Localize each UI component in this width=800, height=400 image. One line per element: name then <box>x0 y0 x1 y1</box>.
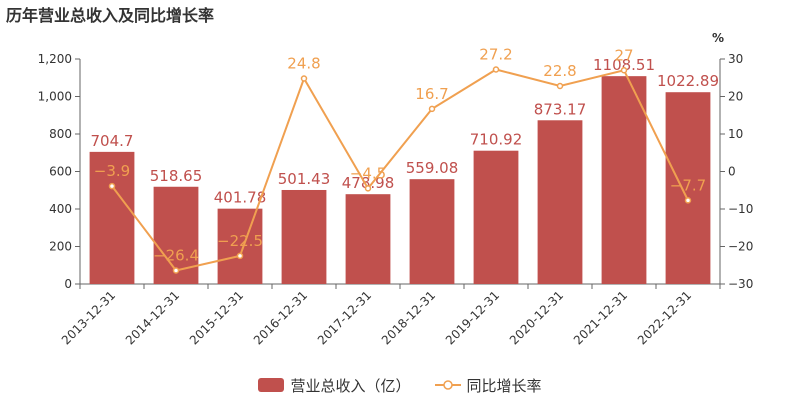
x-tick-label: 2021-12-31 <box>571 288 630 347</box>
y-right-tick-label: 10 <box>728 127 743 141</box>
growth-point <box>300 75 308 82</box>
x-tick-label: 2018-12-31 <box>379 288 438 347</box>
y-right-unit: % <box>712 31 724 45</box>
growth-value-label: −7.7 <box>670 176 706 194</box>
bar-value-label: 1108.51 <box>593 56 655 74</box>
bar-value-label: 1022.89 <box>657 72 719 90</box>
x-tick-label: 2017-12-31 <box>315 288 374 347</box>
growth-point <box>108 182 116 190</box>
growth-point <box>556 82 564 90</box>
growth-point <box>492 66 500 73</box>
bar-value-label: 873.17 <box>534 100 587 118</box>
y-right-tick-label: 20 <box>728 90 743 104</box>
bar <box>537 120 583 284</box>
y-left-tick-label: 0 <box>64 277 72 291</box>
growth-value-label: 16.7 <box>415 85 448 103</box>
growth-value-label: −22.5 <box>217 232 263 250</box>
growth-value-label: −26.4 <box>153 247 199 265</box>
bar <box>473 150 519 284</box>
bar <box>217 208 263 284</box>
growth-value-label: −4.5 <box>350 164 386 182</box>
legend: 营业总收入（亿） 同比增长率 <box>0 373 800 397</box>
growth-point <box>236 252 244 260</box>
bar-value-label: 704.7 <box>91 132 134 150</box>
legend-item-revenue[interactable]: 营业总收入（亿） <box>258 375 411 396</box>
y-left-tick-label: 800 <box>49 127 72 141</box>
bar-value-label: 518.65 <box>150 167 203 185</box>
growth-value-label: 27.2 <box>479 46 512 64</box>
x-tick-label: 2019-12-31 <box>443 288 502 347</box>
legend-label-revenue: 营业总收入（亿） <box>290 376 411 395</box>
growth-point <box>172 267 180 274</box>
growth-value-label: 22.8 <box>543 62 576 80</box>
growth-line <box>111 68 689 272</box>
y-right-tick-label: 30 <box>728 52 743 66</box>
x-tick-label: 2015-12-31 <box>187 288 246 347</box>
growth-point <box>684 197 692 204</box>
bar <box>665 92 711 284</box>
bar-value-label: 478.98 <box>342 174 395 192</box>
y-right-tick-label: 0 <box>728 165 736 179</box>
y-left-tick-label: 400 <box>49 202 72 216</box>
bar-value-label: 501.43 <box>278 170 331 188</box>
growth-value-label: −3.9 <box>94 162 130 180</box>
bar-value-label: 401.78 <box>214 189 267 207</box>
x-tick-label: 2014-12-31 <box>123 288 182 347</box>
legend-bar-swatch <box>258 378 285 392</box>
bar <box>89 151 135 284</box>
legend-label-growth: 同比增长率 <box>466 376 542 395</box>
x-tick-label: 2022-12-31 <box>635 288 694 347</box>
y-left-tick-label: 1,200 <box>38 52 72 66</box>
y-right-tick-label: −20 <box>728 240 753 254</box>
y-left-tick-label: 1,000 <box>38 90 72 104</box>
growth-point <box>364 185 372 192</box>
bar <box>601 76 647 284</box>
bar-value-label: 559.08 <box>406 159 459 177</box>
chart-title: 历年营业总收入及同比增长率 <box>6 6 215 25</box>
y-left-tick-label: 200 <box>49 240 72 254</box>
growth-value-label: 27 <box>614 46 633 64</box>
legend-item-growth[interactable]: 同比增长率 <box>434 375 542 396</box>
x-tick-label: 2016-12-31 <box>251 288 310 347</box>
bar <box>345 194 391 284</box>
chart: 0 200 400 600 800 1,000 1,200 −30 −20 −10 0 10 20 30%… <box>38 31 754 347</box>
bar-value-label: 710.92 <box>470 131 523 149</box>
y-right-tick-label: −10 <box>728 202 753 216</box>
bar <box>409 179 455 284</box>
growth-value-label: 24.8 <box>287 55 320 73</box>
y-right-tick-label: −30 <box>728 277 753 291</box>
x-tick-label: 2013-12-31 <box>59 288 118 347</box>
growth-point <box>620 67 628 74</box>
bar <box>281 189 327 284</box>
growth-point <box>428 105 436 113</box>
x-tick-label: 2020-12-31 <box>507 288 566 347</box>
legend-line-swatch <box>434 380 461 390</box>
y-left-tick-label: 600 <box>49 165 72 179</box>
